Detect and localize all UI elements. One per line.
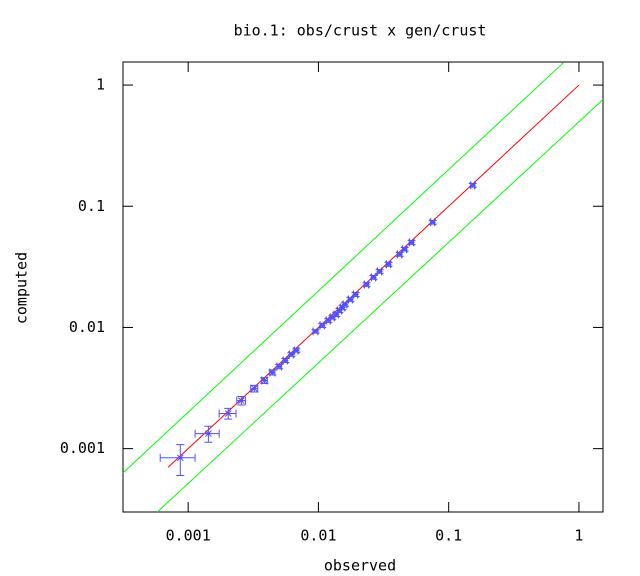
point bbox=[205, 430, 212, 437]
reference-line bbox=[157, 99, 604, 513]
point bbox=[370, 274, 377, 281]
point bbox=[224, 410, 232, 417]
point bbox=[237, 397, 245, 404]
point bbox=[396, 250, 403, 258]
point bbox=[250, 385, 258, 392]
x-tick-label: 0.01 bbox=[300, 527, 336, 545]
point bbox=[429, 218, 437, 226]
x-tick-label: 1 bbox=[574, 527, 583, 545]
point bbox=[176, 454, 184, 462]
point bbox=[281, 357, 289, 364]
point bbox=[293, 347, 300, 354]
x-tick-label: 0.1 bbox=[435, 527, 462, 545]
point bbox=[352, 291, 359, 298]
point bbox=[341, 301, 349, 308]
point bbox=[347, 296, 354, 303]
point bbox=[469, 181, 477, 189]
point bbox=[376, 268, 383, 275]
x-tick-label: 0.001 bbox=[166, 527, 211, 545]
y-tick-label: 1 bbox=[96, 76, 105, 94]
point bbox=[269, 369, 276, 376]
reference-line bbox=[122, 62, 564, 474]
y-error-bar bbox=[176, 444, 185, 477]
point bbox=[261, 377, 268, 384]
y-tick-label: 0.001 bbox=[60, 439, 105, 457]
point bbox=[401, 245, 408, 253]
point bbox=[408, 239, 415, 246]
y-tick-label: 0.1 bbox=[78, 197, 105, 215]
chart-title: bio.1: obs/crust x gen/crust bbox=[234, 22, 487, 40]
point bbox=[312, 328, 319, 335]
y-tick-label: 0.01 bbox=[69, 318, 105, 336]
point bbox=[363, 281, 370, 288]
point bbox=[318, 322, 326, 329]
y-axis-label: computed bbox=[13, 252, 31, 324]
x-axis-label: observed bbox=[324, 557, 396, 575]
point bbox=[385, 260, 392, 268]
plot-frame bbox=[122, 61, 604, 513]
point bbox=[275, 363, 283, 370]
